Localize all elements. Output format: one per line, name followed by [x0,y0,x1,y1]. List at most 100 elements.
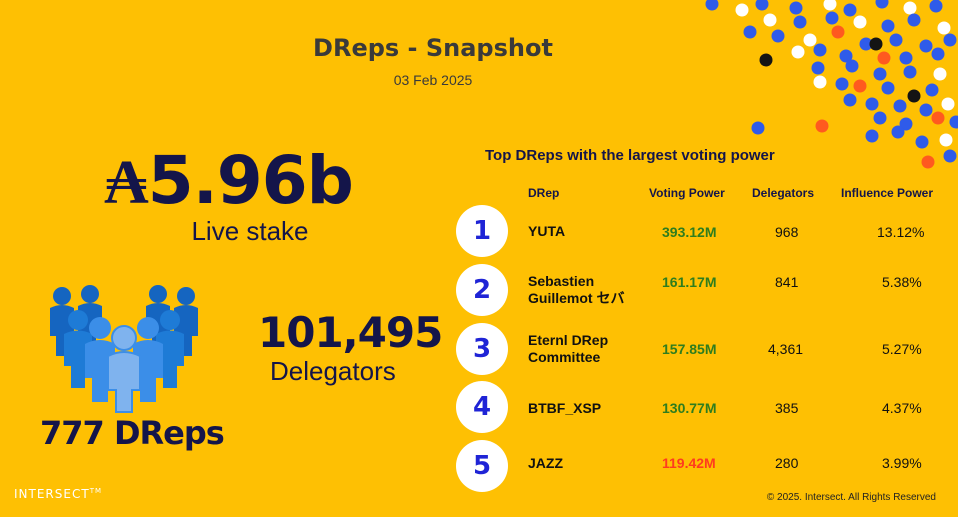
rank-badge: 5 [456,440,508,492]
decorative-dot [859,37,873,51]
decorative-dot [755,0,769,11]
rank-badge: 2 [456,264,508,316]
decorative-dot [743,25,757,39]
ada-symbol: ₳ [104,145,149,218]
decorative-dot [853,15,867,29]
decorative-dot [843,3,857,17]
copyright-text: © 2025. Intersect. All Rights Reserved [766,492,936,503]
decorative-dot [919,39,933,53]
page-title: DReps - Snapshot [313,34,553,62]
decorative-dot [943,149,957,163]
decorative-dot [903,65,917,79]
influence-value: 3.99% [882,455,922,471]
decorative-dot [891,125,905,139]
influence-value: 5.38% [882,274,922,290]
decorative-dot [853,79,867,93]
decorative-dot [873,111,887,125]
decorative-dot [889,33,903,47]
delegators-total-value: 101,495 [258,308,443,357]
decorative-dot [813,75,827,89]
dreps-count: 777 DReps [40,414,225,452]
decorative-dot [803,33,817,47]
decorative-dot [899,117,913,131]
snapshot-date: 03 Feb 2025 [393,72,473,88]
voting-power-value: 130.77M [662,400,717,416]
delegators-total-label: Delegators [270,356,396,386]
decorative-dot [907,89,921,103]
decorative-dot [941,97,955,111]
decorative-dot [893,99,907,113]
intersect-logo: INTERSECTTM [14,487,103,501]
decorative-dot [949,115,958,129]
decorative-dot [825,11,839,25]
decorative-dot [835,77,849,91]
drep-name: Sebastien Guillemot セバ [528,273,625,306]
drep-name: YUTA [528,223,566,239]
decorative-dot [933,67,947,81]
decorative-dot [915,135,929,149]
decorative-dot [823,0,837,11]
rank-badge: 3 [456,323,508,375]
delegators-value: 968 [775,224,799,240]
decorative-dot [813,43,827,57]
decorative-dot [843,93,857,107]
decorative-dot [899,51,913,65]
decorative-dot [931,111,945,125]
live-stake-value: ₳5.96b [104,142,354,219]
voting-power-value: 393.12M [662,224,717,240]
decorative-dots [705,0,958,169]
decorative-dot [791,45,805,59]
decorative-dot [735,3,749,17]
decorative-dot [939,133,953,147]
decorative-dot [921,155,935,169]
people-group-icon [50,285,198,413]
table-title: Top DReps with the largest voting power [485,147,775,164]
stake-amount: 5.96b [147,142,354,219]
rank-badge: 1 [456,205,508,257]
delegators-value: 385 [775,400,799,416]
decorative-dot [815,119,829,133]
decorative-dot [937,21,951,35]
decorative-dot [877,51,891,65]
column-header-influence-power: Influence Power [841,186,934,200]
decorative-dot [771,29,785,43]
decorative-dot [759,53,773,67]
voting-power-value: 161.17M [662,274,717,290]
influence-value: 5.27% [882,341,922,357]
column-header-delegators: Delegators [752,186,815,200]
influence-value: 4.37% [882,400,922,416]
decorative-dot [881,19,895,33]
voting-power-value: 157.85M [662,341,717,357]
voting-power-value: 119.42M [662,455,716,471]
delegators-value: 4,361 [768,341,804,357]
decorative-dot [881,81,895,95]
rank-badge: 4 [456,381,508,433]
decorative-dot [865,129,879,143]
decorative-dot [839,49,853,63]
live-stake-label: Live stake [191,216,309,246]
influence-value: 13.12% [877,224,925,240]
column-header-voting-power: Voting Power [649,186,725,200]
decorative-dot [931,47,945,61]
decorative-dot [793,15,807,29]
delegators-value: 280 [775,455,799,471]
drep-name: BTBF_XSP [528,400,602,416]
decorative-dot [831,25,845,39]
drep-name: JAZZ [528,455,563,471]
decorative-dot [845,59,859,73]
decorative-dot [919,103,933,117]
decorative-dot [763,13,777,27]
decorative-dot [907,13,921,27]
decorative-dot [869,37,883,51]
decorative-dot [943,33,957,47]
decorative-dot [811,61,825,75]
decorative-dot [789,1,803,15]
delegators-value: 841 [775,274,799,290]
decorative-dot [873,67,887,81]
decorative-dot [875,0,889,9]
decorative-dot [903,1,917,15]
column-header-drep: DRep [528,186,560,200]
decorative-dot [705,0,719,11]
decorative-dot [865,97,879,111]
decorative-dot [751,121,765,135]
